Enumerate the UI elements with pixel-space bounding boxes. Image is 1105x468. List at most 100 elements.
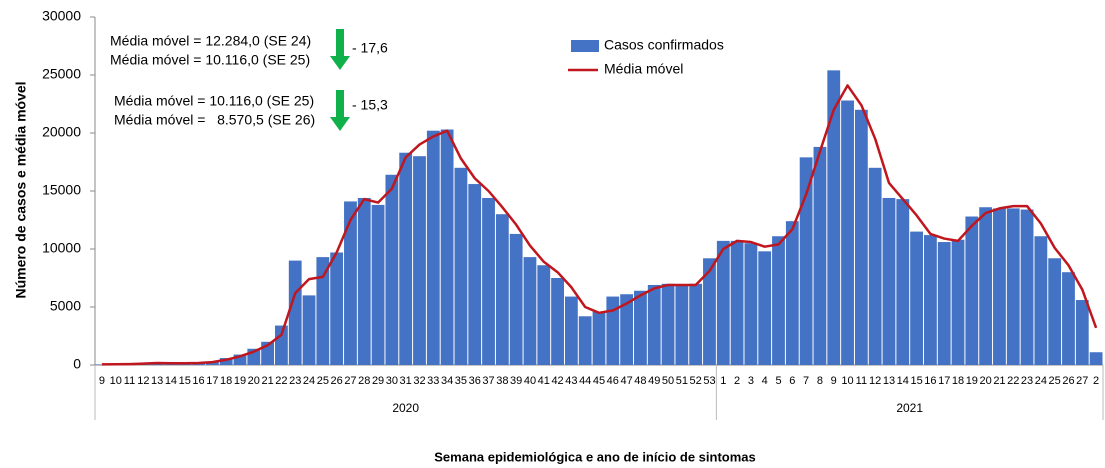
annotation-line: Média móvel = 10.116,0 (SE 25) [114,93,314,109]
bar [979,207,993,365]
annotation-change: - 17,6 [352,40,388,56]
bar [661,283,675,365]
bar [1006,208,1020,365]
bar [1089,352,1103,365]
x-tick-label: 29 [372,375,384,387]
y-axis-title: Número de casos e média móvel [13,81,29,298]
x-tick-label: 10 [110,375,122,387]
bar [1020,209,1034,365]
x-tick-label: 20 [980,375,992,387]
x-tick-label: 5 [775,375,781,387]
bar [523,257,537,365]
x-tick-label: 14 [897,375,909,387]
bar [841,100,854,366]
bar [813,146,827,365]
bar [551,278,564,365]
x-tick-label: 24 [303,375,315,387]
bar [564,296,578,365]
x-tick-label: 20 [248,375,260,387]
bar [785,221,799,365]
bar [910,231,923,365]
x-tick-label: 14 [165,375,177,387]
x-tick-label: 17 [938,375,950,387]
bar [495,214,509,365]
x-tick-label: 26 [331,375,343,387]
bar [1075,300,1089,365]
legend-label: Média móvel [604,61,683,77]
x-tick-label: 9 [99,375,105,387]
x-tick-label: 11 [124,375,135,387]
bar [854,109,868,365]
x-tick-label: 6 [789,375,795,387]
x-tick-label: 53 [703,375,715,387]
x-tick-label: 36 [469,375,481,387]
legend-label: Casos confirmados [604,37,724,53]
y-tick-label: 5000 [50,298,81,314]
y-tick-label: 10000 [42,240,81,256]
y-tick-label: 0 [73,356,81,372]
bar [371,204,385,365]
x-tick-label: 42 [551,375,563,387]
bar [330,252,344,365]
x-tick-label: 44 [579,375,591,387]
bar [344,201,357,365]
bar [275,325,288,365]
bar [468,184,482,365]
group-label: 2020 [392,401,419,415]
x-tick-label: 15 [910,375,922,387]
annotation-line: Média móvel = 8.570,5 (SE 26) [114,112,315,128]
bar [426,130,440,365]
x-tick-label: 23 [289,375,301,387]
x-tick-label: 22 [275,375,287,387]
bar [647,284,661,365]
bar [1048,258,1062,365]
bar [1062,272,1075,365]
x-tick-label: 47 [620,375,632,387]
x-tick-label: 52 [690,375,702,387]
x-tick-label: 12 [869,375,881,387]
down-arrow [330,29,350,70]
x-tick-label: 24 [1035,375,1047,387]
y-tick-label: 25000 [42,66,81,82]
bar [675,284,689,365]
bar [993,208,1006,365]
bar [758,251,772,365]
x-tick-label: 27 [1076,375,1088,387]
bar [482,197,495,365]
x-tick-label: 3 [748,375,754,387]
x-tick-label: 13 [883,375,895,387]
x-tick-label: 39 [510,375,522,387]
bar [827,70,841,366]
bar [578,316,592,365]
bar [951,239,965,365]
x-tick-label: 30 [386,375,398,387]
x-tick-label: 21 [261,375,273,387]
bar [882,197,896,365]
x-tick-label: 38 [496,375,508,387]
x-tick-label: 37 [482,375,494,387]
bar [923,235,937,365]
x-tick-label: 34 [441,375,453,387]
bar [592,311,606,365]
bar [385,174,399,365]
x-tick-label: 23 [1021,375,1033,387]
x-tick-label: 43 [565,375,577,387]
x-tick-label: 16 [192,375,204,387]
x-tick-label: 18 [952,375,964,387]
bar [620,294,634,365]
bar [937,242,951,365]
annotation-line: Média móvel = 12.284,0 (SE 24) [110,33,311,49]
legend-swatch [571,40,599,52]
x-tick-label: 25 [1049,375,1061,387]
x-tick-label: 28 [358,375,370,387]
bar [537,265,551,365]
x-tick-label: 26 [1062,375,1074,387]
x-tick-label: 13 [151,375,163,387]
x-tick-label: 46 [607,375,619,387]
x-tick-label: 12 [137,375,149,387]
x-tick-label: 22 [1007,375,1019,387]
x-tick-label: 8 [817,375,823,387]
x-tick-label: 10 [841,375,853,387]
x-tick-label: 27 [344,375,356,387]
